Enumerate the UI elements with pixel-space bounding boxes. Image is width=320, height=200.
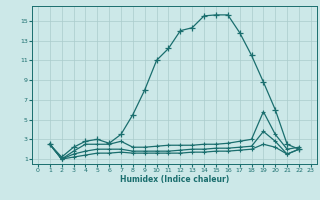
X-axis label: Humidex (Indice chaleur): Humidex (Indice chaleur) <box>120 175 229 184</box>
